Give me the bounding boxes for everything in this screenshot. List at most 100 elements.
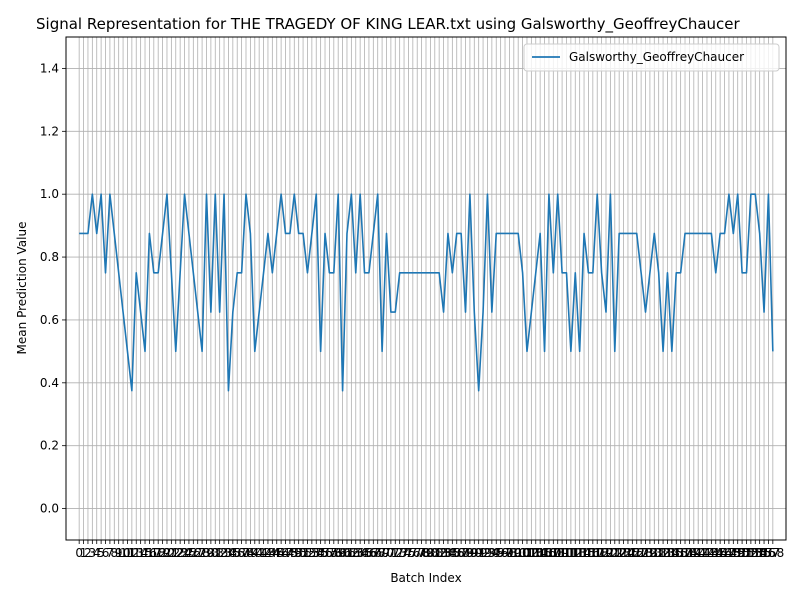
x-tick-label: 26 <box>186 546 201 560</box>
x-tick-label: 117 <box>581 546 604 560</box>
x-tick-label: 77 <box>410 546 425 560</box>
x-tick-label: 144 <box>700 546 723 560</box>
x-tick-label: 110 <box>551 546 574 560</box>
x-tick-label: 48 <box>282 546 297 560</box>
x-tick-label: 139 <box>678 546 701 560</box>
x-tick-label: 55 <box>313 546 328 560</box>
x-tick-label: 89 <box>462 546 477 560</box>
x-tick-label: 113 <box>564 546 587 560</box>
x-tick-label: 13 <box>129 546 144 560</box>
x-tick-label: 5 <box>97 546 105 560</box>
x-tick-label: 75 <box>401 546 416 560</box>
x-tick-label: 35 <box>225 546 240 560</box>
x-tick-label: 10 <box>115 546 130 560</box>
x-tick-label: 118 <box>586 546 609 560</box>
x-tick-label: 19 <box>155 546 170 560</box>
y-gridlines <box>66 68 786 509</box>
x-tick-label: 91 <box>471 546 486 560</box>
x-tick-label: 148 <box>717 546 740 560</box>
x-tick-label: 125 <box>616 546 639 560</box>
x-tick-label: 88 <box>458 546 473 560</box>
x-tick-label: 124 <box>612 546 635 560</box>
x-tick-label: 15 <box>137 546 152 560</box>
x-tick-label: 114 <box>568 546 591 560</box>
x-tick-label: 100 <box>507 546 530 560</box>
x-tick-label: 121 <box>599 546 622 560</box>
x-tick-label: 137 <box>669 546 692 560</box>
x-tick-label: 122 <box>603 546 626 560</box>
x-tick-label: 42 <box>256 546 271 560</box>
x-tick-label: 153 <box>739 546 762 560</box>
x-tick-label: 46 <box>273 546 288 560</box>
series-layer <box>79 193 774 392</box>
x-tick-label: 86 <box>449 546 464 560</box>
x-tick-label: 20 <box>159 546 174 560</box>
x-tick-label: 96 <box>493 546 508 560</box>
x-tick-label: 34 <box>221 546 236 560</box>
x-tick-label: 146 <box>709 546 732 560</box>
x-tick-label: 92 <box>475 546 490 560</box>
x-tick-label: 44 <box>265 546 280 560</box>
x-tick-label: 127 <box>625 546 648 560</box>
x-tick-label: 11 <box>120 546 135 560</box>
x-tick-label: 39 <box>243 546 258 560</box>
x-tick-label: 120 <box>595 546 618 560</box>
x-tick-label: 138 <box>674 546 697 560</box>
x-tick-label: 145 <box>704 546 727 560</box>
x-tick-label: 133 <box>652 546 675 560</box>
x-tick-label: 111 <box>555 546 578 560</box>
chart-title: Signal Representation for THE TRAGEDY OF… <box>36 15 741 34</box>
x-tick-label: 155 <box>748 546 771 560</box>
x-tick-label: 128 <box>630 546 653 560</box>
x-tick-label: 73 <box>392 546 407 560</box>
x-gridlines <box>78 37 774 540</box>
x-tick-label: 132 <box>647 546 670 560</box>
x-axis-ticks: 0123456789101112131415161718192021222324… <box>75 540 784 560</box>
x-tick-label: 6 <box>102 546 110 560</box>
x-tick-label: 151 <box>731 546 754 560</box>
x-tick-label: 59 <box>331 546 346 560</box>
x-tick-label: 36 <box>230 546 245 560</box>
x-tick-label: 38 <box>238 546 253 560</box>
x-tick-label: 14 <box>133 546 148 560</box>
x-tick-label: 56 <box>317 546 332 560</box>
x-tick-label: 103 <box>520 546 543 560</box>
x-tick-label: 94 <box>484 546 499 560</box>
x-tick-label: 126 <box>621 546 644 560</box>
x-tick-label: 80 <box>423 546 438 560</box>
series-line-galsworthy-geoffreychaucer <box>79 193 774 392</box>
x-tick-label: 108 <box>542 546 565 560</box>
x-tick-label: 95 <box>489 546 504 560</box>
x-tick-label: 78 <box>414 546 429 560</box>
x-tick-label: 45 <box>269 546 284 560</box>
x-tick-label: 64 <box>353 546 368 560</box>
x-tick-label: 21 <box>164 546 179 560</box>
x-tick-label: 87 <box>453 546 468 560</box>
x-tick-label: 119 <box>590 546 613 560</box>
x-tick-label: 84 <box>440 546 455 560</box>
x-tick-label: 93 <box>480 546 495 560</box>
x-tick-label: 142 <box>691 546 714 560</box>
x-tick-label: 40 <box>247 546 262 560</box>
x-tick-label: 79 <box>418 546 433 560</box>
x-tick-label: 83 <box>436 546 451 560</box>
x-tick-label: 116 <box>577 546 600 560</box>
x-tick-label: 70 <box>379 546 394 560</box>
x-tick-label: 106 <box>533 546 556 560</box>
x-tick-label: 129 <box>634 546 657 560</box>
x-tick-label: 51 <box>295 546 310 560</box>
x-tick-label: 50 <box>291 546 306 560</box>
x-tick-label: 158 <box>761 546 784 560</box>
x-tick-label: 8 <box>110 546 118 560</box>
x-tick-label: 130 <box>638 546 661 560</box>
x-tick-label: 17 <box>146 546 161 560</box>
x-tick-label: 67 <box>366 546 381 560</box>
x-tick-label: 53 <box>304 546 319 560</box>
x-tick-label: 109 <box>546 546 569 560</box>
x-tick-label: 0 <box>75 546 83 560</box>
x-tick-label: 105 <box>529 546 552 560</box>
x-tick-label: 134 <box>656 546 679 560</box>
x-tick-label: 41 <box>252 546 267 560</box>
x-tick-label: 76 <box>405 546 420 560</box>
x-tick-label: 154 <box>744 546 767 560</box>
